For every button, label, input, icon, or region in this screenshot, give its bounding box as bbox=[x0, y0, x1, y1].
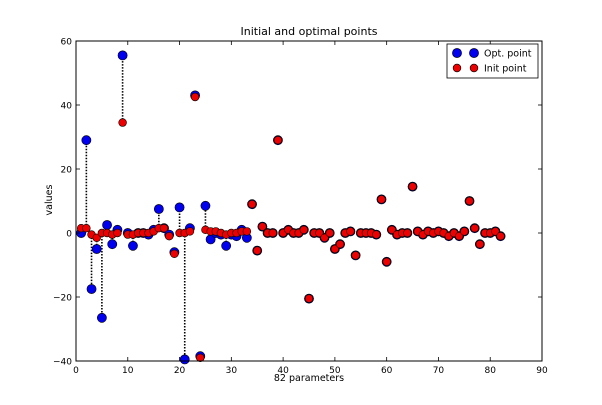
legend: Opt. point Init point bbox=[446, 43, 539, 79]
init-point bbox=[377, 195, 386, 204]
init-point bbox=[325, 228, 334, 238]
x-tick-label: 20 bbox=[174, 366, 186, 376]
x-tick-label: 60 bbox=[381, 366, 393, 376]
opt-point bbox=[86, 284, 97, 294]
init-point bbox=[185, 227, 195, 236]
init-point bbox=[351, 251, 360, 260]
legend-label: Init point bbox=[484, 64, 527, 75]
opt-point bbox=[102, 220, 112, 230]
y-tick-label: 60 bbox=[61, 38, 73, 48]
legend-box bbox=[446, 43, 539, 79]
init-point bbox=[247, 200, 257, 209]
legend-marker bbox=[452, 48, 462, 58]
init-point bbox=[387, 225, 397, 235]
init-point bbox=[242, 227, 252, 236]
y-tick-label: −40 bbox=[53, 358, 72, 368]
init-point bbox=[460, 227, 469, 236]
init-point bbox=[165, 232, 174, 241]
init-point bbox=[304, 294, 314, 303]
init-point-series bbox=[76, 92, 505, 362]
init-point bbox=[82, 224, 91, 233]
x-tick-label: 80 bbox=[484, 366, 496, 376]
x-tick-label: 30 bbox=[226, 366, 238, 376]
opt-point bbox=[153, 204, 164, 214]
init-point bbox=[273, 136, 283, 145]
axes: 0 10 20 30 40 50 60 70 80 90 −40 −20 0 20 40 60 bbox=[53, 38, 548, 377]
init-point bbox=[346, 227, 355, 236]
init-point bbox=[92, 233, 101, 243]
init-point bbox=[408, 182, 417, 191]
opt-point bbox=[81, 135, 92, 146]
init-point bbox=[320, 233, 329, 243]
init-point bbox=[190, 92, 200, 102]
legend-label: Opt. point bbox=[484, 49, 532, 60]
x-tick-label: 0 bbox=[73, 366, 79, 376]
init-point bbox=[454, 232, 464, 241]
init-point bbox=[258, 222, 267, 231]
init-point bbox=[403, 228, 412, 238]
init-point bbox=[496, 232, 505, 241]
legend-marker bbox=[469, 63, 479, 73]
opt-point bbox=[107, 239, 118, 250]
init-point bbox=[113, 228, 122, 238]
opt-point bbox=[221, 240, 232, 251]
opt-point bbox=[91, 244, 102, 254]
init-point bbox=[465, 196, 474, 206]
init-point bbox=[253, 246, 262, 255]
init-point bbox=[159, 224, 169, 233]
y-tick-label: −20 bbox=[53, 294, 72, 304]
init-point bbox=[315, 228, 324, 238]
init-point bbox=[330, 244, 340, 254]
x-tick-label: 70 bbox=[433, 366, 445, 376]
init-point bbox=[299, 225, 309, 235]
init-point bbox=[470, 224, 479, 233]
legend-marker bbox=[469, 48, 479, 58]
x-tick-label: 90 bbox=[536, 366, 548, 376]
y-tick-label: 20 bbox=[61, 166, 73, 176]
x-tick-label: 10 bbox=[122, 366, 134, 376]
opt-point bbox=[96, 312, 107, 323]
init-point bbox=[118, 118, 127, 127]
opt-point bbox=[117, 50, 128, 61]
plot-frame bbox=[75, 40, 543, 362]
init-point bbox=[268, 228, 277, 238]
opt-point bbox=[200, 200, 211, 211]
y-axis-label: values bbox=[44, 185, 55, 216]
init-point bbox=[372, 230, 381, 239]
init-point bbox=[196, 353, 205, 362]
legend-marker bbox=[452, 63, 462, 73]
init-point bbox=[475, 240, 485, 249]
init-point bbox=[382, 257, 391, 266]
chart-title: Initial and optimal points bbox=[240, 25, 377, 38]
x-tick-label: 50 bbox=[329, 366, 341, 376]
opt-point bbox=[128, 240, 138, 251]
opt-point bbox=[174, 202, 185, 213]
y-tick-label: 0 bbox=[66, 230, 72, 240]
x-tick-label: 40 bbox=[277, 366, 289, 376]
init-point bbox=[170, 249, 179, 259]
opt-point bbox=[179, 354, 190, 365]
init-point bbox=[491, 227, 500, 236]
y-tick-label: 40 bbox=[61, 102, 73, 112]
init-point bbox=[335, 240, 345, 249]
x-axis-label: 82 parameters bbox=[274, 373, 344, 384]
